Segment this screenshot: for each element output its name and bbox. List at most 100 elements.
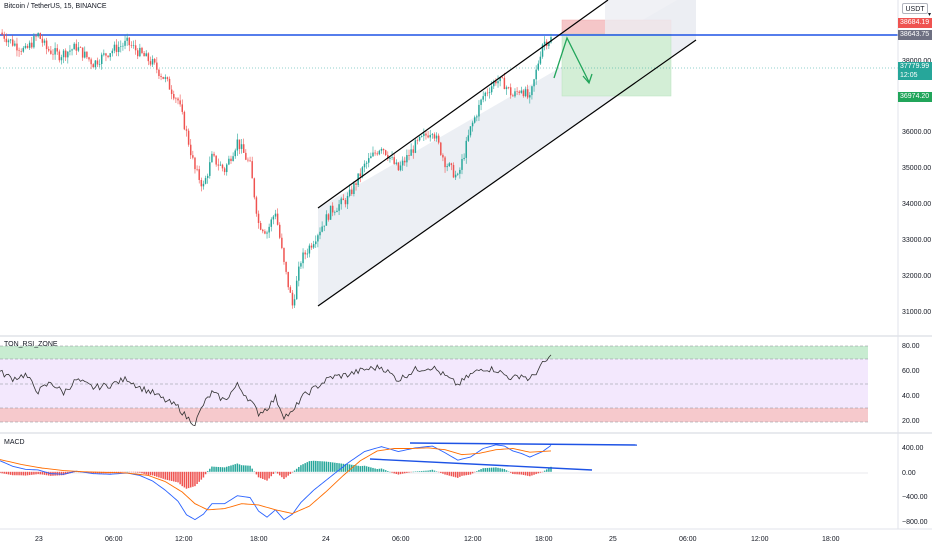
candle-body <box>183 111 186 130</box>
candle-body <box>304 252 306 255</box>
candle-body <box>327 214 330 220</box>
candle-body <box>113 44 116 51</box>
macd-histogram-bar <box>499 468 501 472</box>
candle-body <box>440 142 442 155</box>
macd-upper-trendline[interactable] <box>409 442 638 446</box>
macd-histogram-bar <box>416 471 419 472</box>
candle-body <box>365 162 368 164</box>
macd-lower-trendline[interactable] <box>369 458 593 471</box>
macd-axis[interactable]: 400.00 0.00 −400.00 −800.00 <box>902 445 928 526</box>
candle-body <box>363 163 366 168</box>
candle-body <box>469 126 472 136</box>
macd-histogram-bar <box>537 471 540 474</box>
macd-histogram-bar <box>166 471 169 481</box>
macd-histogram-bar <box>28 471 31 476</box>
macd-histogram-bar <box>359 466 362 472</box>
macd-histogram-bar <box>550 466 552 472</box>
candle-body <box>361 167 364 177</box>
macd-histogram-bar <box>408 471 410 473</box>
candle-body <box>185 129 188 131</box>
candle-body <box>387 155 389 159</box>
macd-histogram-bar <box>427 470 429 472</box>
macd-histogram-bar <box>238 464 241 472</box>
candle-body <box>459 169 461 174</box>
candle-body <box>137 50 139 57</box>
candle-body <box>33 36 35 48</box>
macd-histogram-bar <box>230 465 232 472</box>
candle-body <box>482 96 484 100</box>
candle-body <box>550 37 552 43</box>
candle-body <box>168 78 171 90</box>
candle-body <box>158 69 160 77</box>
macd-histogram-bar <box>37 471 39 475</box>
currency-button[interactable]: USDT ▾ <box>902 3 931 18</box>
candle-body <box>444 157 446 168</box>
macd-histogram-bar <box>304 463 306 472</box>
candle-body <box>319 231 321 236</box>
macd-histogram-bar <box>234 464 236 472</box>
macd-histogram-bar <box>64 471 67 475</box>
candle-body <box>374 152 376 154</box>
macd-histogram-bar <box>226 466 228 472</box>
candle-body <box>323 225 325 227</box>
macd-histogram-bar <box>459 471 461 477</box>
last-price-value: 37779.99 <box>900 63 930 70</box>
macd-histogram-bar <box>149 471 152 476</box>
candle-body <box>473 117 476 123</box>
macd-histogram-bar <box>11 471 14 476</box>
macd-histogram-bar <box>368 466 370 472</box>
candle-body <box>153 59 156 63</box>
macd-histogram-bar <box>7 471 10 475</box>
price-tick-label: 34000.00 <box>902 201 931 208</box>
macd-histogram-bar <box>177 471 179 483</box>
rsi-axis[interactable]: 80.00 60.00 40.00 20.00 <box>902 343 920 425</box>
channel-lower-line[interactable] <box>317 39 697 307</box>
macd-histogram-bar <box>213 466 215 472</box>
macd-histogram-bar <box>139 471 141 473</box>
rsi-pane-label: TON_RSI_ZONE <box>4 341 58 348</box>
candle-body <box>198 169 200 180</box>
candle-body <box>471 122 474 127</box>
macd-histogram-bar <box>120 471 122 473</box>
macd-histogram-bar <box>22 471 25 476</box>
candle-body <box>251 161 253 179</box>
candle-body <box>463 157 465 160</box>
candle-body <box>480 99 482 105</box>
time-tick-label: 18:00 <box>822 536 840 543</box>
macd-histogram-bar <box>306 462 309 472</box>
macd-histogram-bar <box>228 466 230 472</box>
macd-histogram-bar <box>5 471 8 475</box>
macd-histogram-bar <box>418 471 421 472</box>
candle-body <box>457 173 459 175</box>
macd-tick-label: −800.00 <box>902 519 928 526</box>
macd-histogram-bar <box>147 471 150 476</box>
macd-histogram-bar <box>497 467 499 472</box>
candle-body <box>404 160 406 163</box>
candle-body <box>90 59 92 65</box>
macd-histogram-bar <box>48 471 50 476</box>
candle-body <box>315 241 317 245</box>
candle-body <box>423 133 425 137</box>
candle-body <box>490 86 493 93</box>
candle-body <box>247 159 249 161</box>
candle-body <box>249 160 251 162</box>
candle-body <box>499 77 501 82</box>
candle-body <box>531 86 533 96</box>
candle-body <box>389 157 391 159</box>
candle-body <box>26 45 29 48</box>
candle-body <box>488 92 491 93</box>
candle-body <box>81 47 84 58</box>
candle-body <box>151 59 154 65</box>
candle-body <box>56 48 58 52</box>
projection-arrow[interactable] <box>553 36 590 83</box>
macd-histogram-bar <box>338 463 340 472</box>
candle-body <box>69 50 71 52</box>
channel-upper-line[interactable] <box>317 0 609 209</box>
macd-histogram-bar <box>170 471 173 481</box>
time-axis[interactable]: 23 06:00 12:00 18:00 24 06:00 12:00 18:00 25 06:0… <box>35 536 840 543</box>
macd-histogram-bar <box>92 471 94 474</box>
macd-histogram-bar <box>194 471 196 487</box>
candle-body <box>7 40 10 43</box>
candle-body <box>60 57 63 61</box>
